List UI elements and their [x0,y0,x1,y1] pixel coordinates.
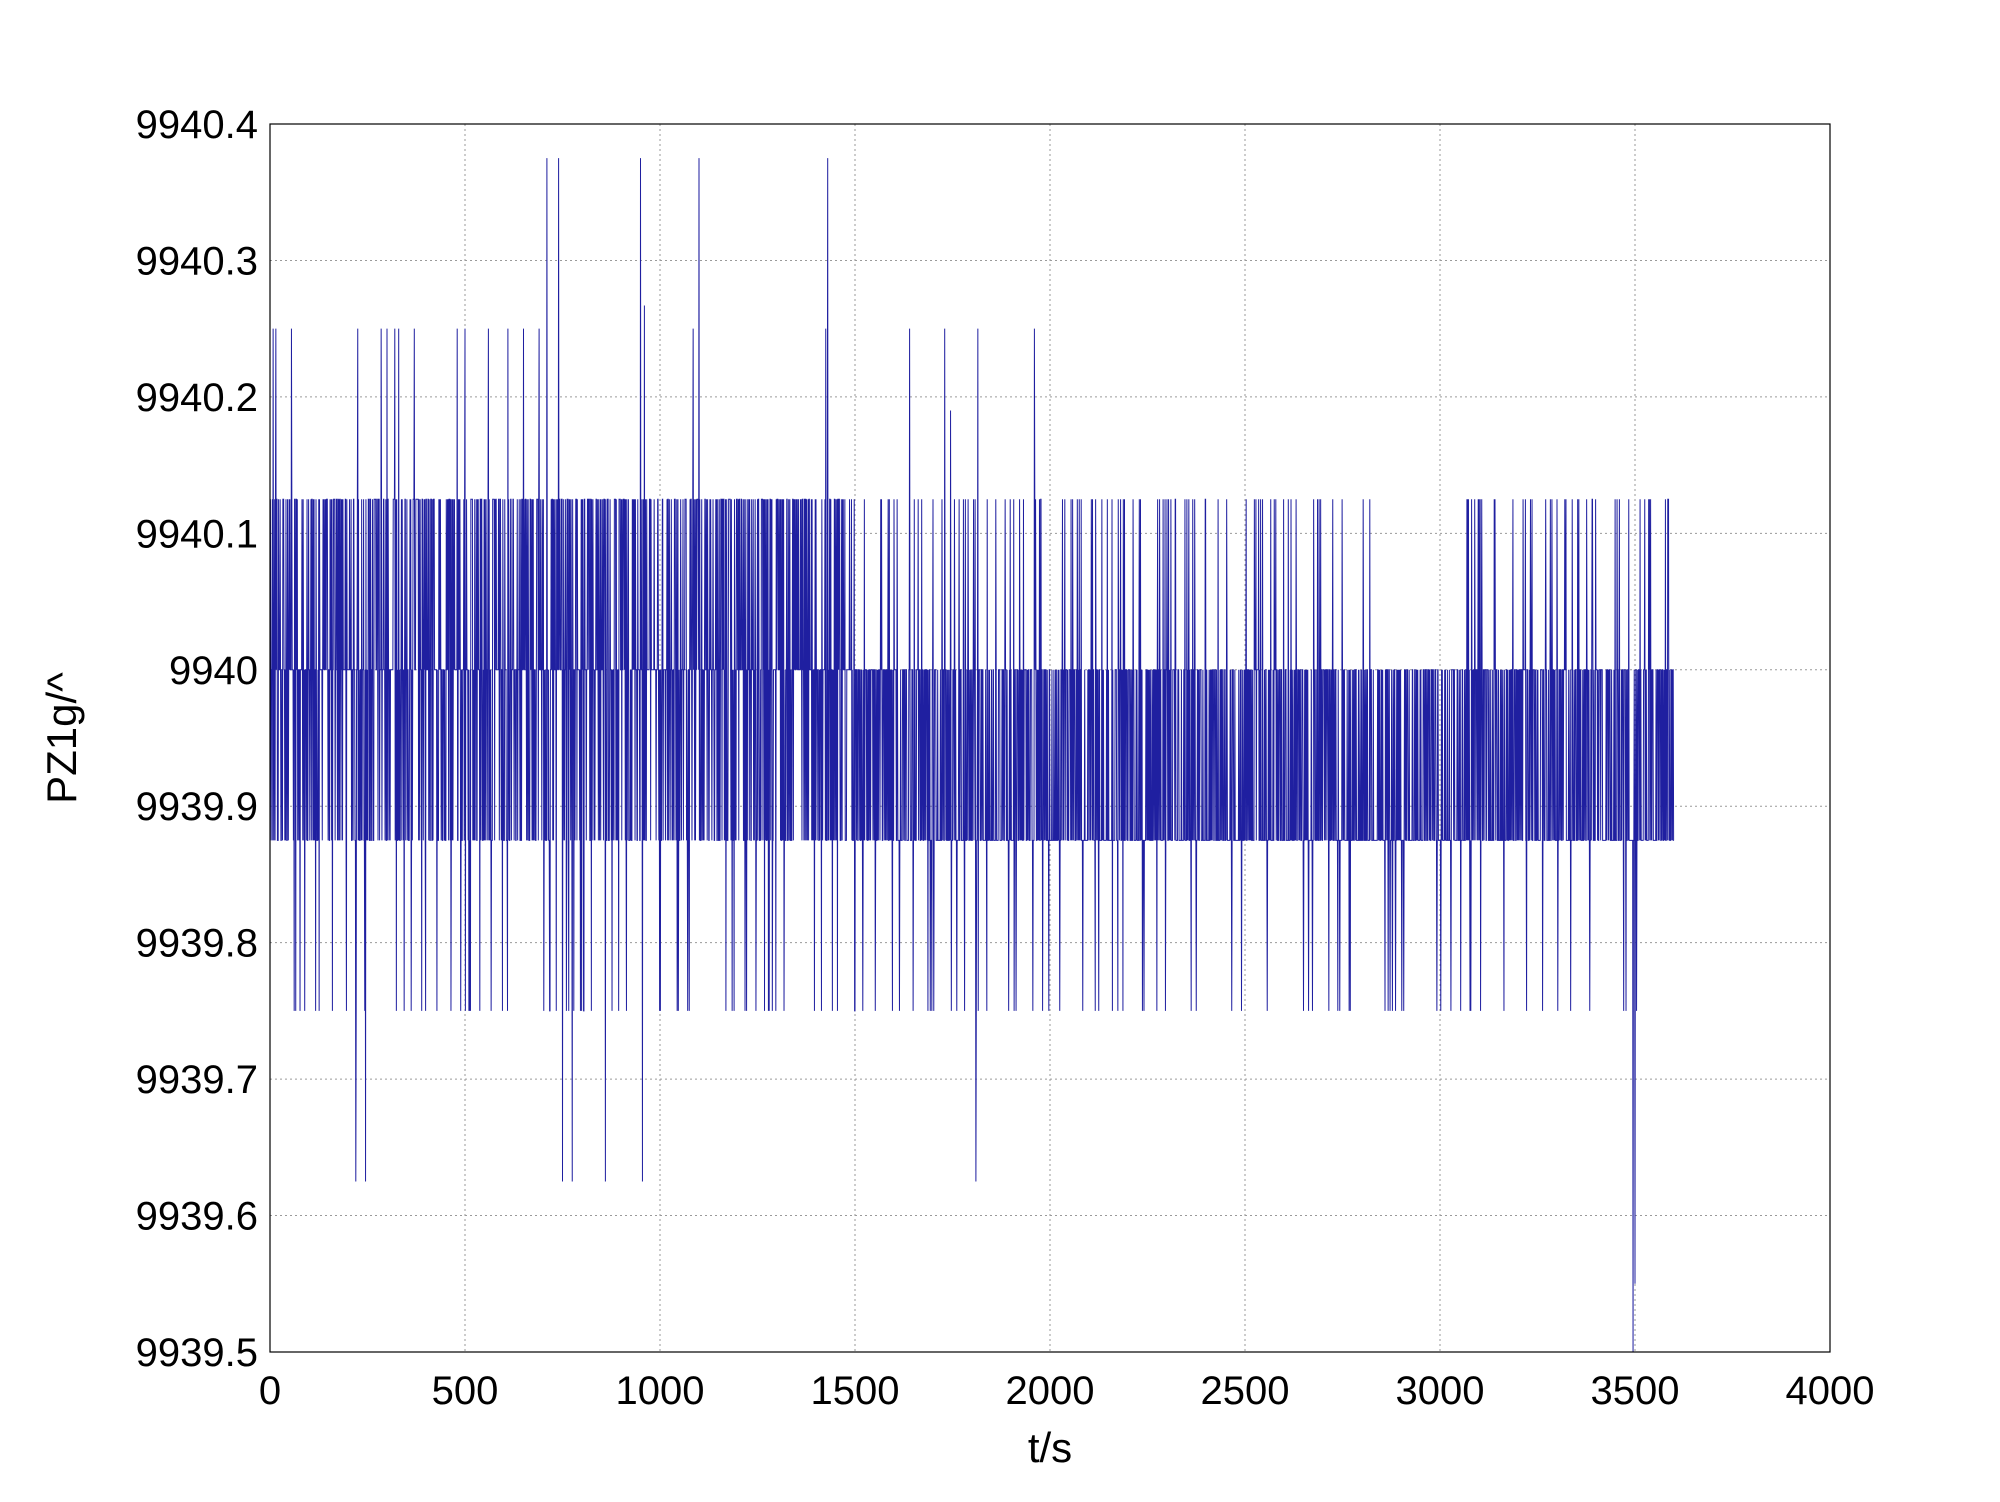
x-axis-ticks: 0 500 1000 1500 2000 2500 3000 3500 4000 [259,1369,1875,1413]
y-tick-label: 9939.8 [136,922,258,966]
x-tick-label: 3500 [1591,1369,1680,1413]
y-axis-ticks: 9939.5 9939.6 9939.7 9939.8 9939.9 9940 9940.1… [136,103,258,1375]
y-tick-label: 9939.5 [136,1331,258,1375]
x-tick-label: 0 [259,1369,281,1413]
x-tick-label: 1500 [811,1369,900,1413]
x-tick-label: 500 [432,1369,499,1413]
x-tick-label: 2500 [1201,1369,1290,1413]
series-pz1g [269,158,1675,1353]
y-tick-label: 9939.9 [136,785,258,829]
y-tick-label: 9940.4 [136,103,258,147]
x-axis-label: t/s [1028,1424,1072,1471]
y-tick-label: 9940.2 [136,376,258,420]
x-tick-label: 4000 [1786,1369,1875,1413]
x-tick-label: 2000 [1006,1369,1095,1413]
y-tick-label: 9940.1 [136,512,258,556]
y-tick-label: 9940.3 [136,239,258,283]
plot-frame [269,123,1831,1353]
y-tick-label: 9940 [169,649,258,693]
series-line [269,158,1675,1353]
y-axis-label: PZ1g/^ [38,672,85,804]
y-tick-label: 9939.7 [136,1058,258,1102]
x-tick-label: 1000 [616,1369,705,1413]
x-tick-label: 3000 [1396,1369,1485,1413]
y-tick-label: 9939.6 [136,1195,258,1239]
